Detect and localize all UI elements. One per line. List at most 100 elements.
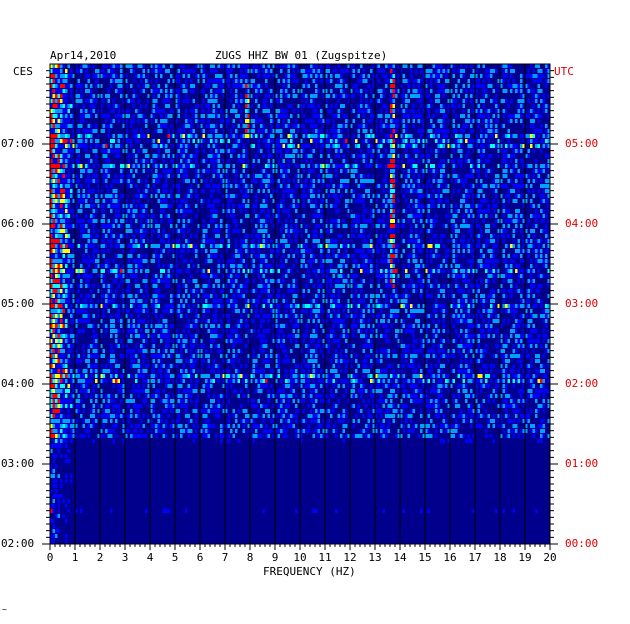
heatmap-cell: [125, 64, 128, 68]
heatmap-cell: [502, 204, 505, 208]
heatmap-cell: [242, 99, 245, 103]
heatmap-cell: [492, 274, 495, 278]
heatmap-cell: [57, 269, 60, 273]
heatmap-cell: [107, 94, 110, 98]
heatmap-cell: [502, 229, 505, 233]
heatmap-cell: [500, 159, 503, 163]
heatmap-cell: [452, 74, 455, 78]
heatmap-cell: [90, 84, 93, 88]
heatmap-cell: [110, 64, 113, 68]
heatmap-cell: [130, 84, 133, 88]
heatmap-cell: [230, 274, 233, 278]
heatmap-cell: [182, 99, 185, 103]
heatmap-cell: [162, 189, 165, 193]
heatmap-cell: [200, 114, 203, 118]
heatmap-cell: [117, 274, 120, 278]
heatmap-cell: [137, 164, 140, 168]
heatmap-cell: [282, 179, 285, 183]
heatmap-cell: [217, 184, 220, 188]
heatmap-cell: [250, 254, 253, 258]
heatmap-cell: [135, 274, 138, 278]
heatmap-cell: [122, 194, 125, 198]
heatmap-cell: [467, 269, 470, 273]
heatmap-cell: [530, 139, 533, 143]
heatmap-cell: [297, 249, 300, 253]
heatmap-cell: [465, 174, 468, 178]
heatmap-cell: [347, 94, 350, 98]
heatmap-cell: [52, 249, 55, 253]
heatmap-cell: [322, 94, 325, 98]
heatmap-cell: [450, 99, 453, 103]
heatmap-cell: [102, 239, 105, 243]
heatmap-cell: [337, 209, 340, 213]
heatmap-cell: [187, 179, 190, 183]
heatmap-cell: [272, 214, 275, 218]
heatmap-cell: [52, 259, 55, 263]
heatmap-cell: [417, 114, 420, 118]
heatmap-cell: [197, 144, 200, 148]
heatmap-cell: [312, 119, 315, 123]
heatmap-cell: [455, 84, 458, 88]
heatmap-cell: [392, 84, 395, 88]
heatmap-cell: [172, 154, 175, 158]
heatmap-cell: [500, 124, 503, 128]
heatmap-cell: [387, 164, 390, 168]
heatmap-cell: [347, 214, 350, 218]
heatmap-cell: [57, 154, 60, 158]
heatmap-cell: [365, 259, 368, 263]
heatmap-cell: [105, 149, 108, 153]
heatmap-cell: [537, 119, 540, 123]
heatmap-cell: [217, 104, 220, 108]
heatmap-cell: [190, 244, 193, 248]
heatmap-cell: [515, 194, 518, 198]
heatmap-cell: [92, 179, 95, 183]
heatmap-cell: [327, 154, 330, 158]
heatmap-cell: [117, 224, 120, 228]
heatmap-cell: [302, 129, 305, 133]
heatmap-cell: [92, 74, 95, 78]
heatmap-cell: [272, 139, 275, 143]
heatmap-cell: [155, 274, 158, 278]
heatmap-cell: [135, 204, 138, 208]
heatmap-cell: [390, 179, 393, 183]
heatmap-cell: [517, 84, 520, 88]
heatmap-cell: [392, 79, 395, 83]
heatmap-cell: [70, 89, 73, 93]
heatmap-cell: [462, 274, 465, 278]
heatmap-cell: [287, 149, 290, 153]
heatmap-cell: [447, 184, 450, 188]
heatmap-cell: [165, 104, 168, 108]
heatmap-cell: [502, 109, 505, 113]
heatmap-cell: [112, 259, 115, 263]
heatmap-cell: [475, 159, 478, 163]
heatmap-cell: [292, 159, 295, 163]
heatmap-cell: [182, 64, 185, 68]
heatmap-cell: [80, 199, 83, 203]
heatmap-cell: [130, 179, 133, 183]
heatmap-cell: [360, 194, 363, 198]
heatmap-cell: [285, 219, 288, 223]
heatmap-cell: [450, 64, 453, 68]
heatmap-cell: [140, 159, 143, 163]
heatmap-cell: [140, 64, 143, 68]
heatmap-cell: [305, 184, 308, 188]
heatmap-cell: [385, 224, 388, 228]
heatmap-cell: [390, 234, 393, 238]
heatmap-cell: [437, 79, 440, 83]
heatmap-cell: [105, 64, 108, 68]
heatmap-cell: [450, 154, 453, 158]
heatmap-cell: [152, 279, 155, 283]
heatmap-cell: [442, 174, 445, 178]
heatmap-cell: [392, 279, 395, 283]
heatmap-cell: [520, 99, 523, 103]
heatmap-cell: [60, 124, 63, 128]
heatmap-cell: [320, 269, 323, 273]
heatmap-cell: [370, 179, 373, 183]
heatmap-cell: [455, 209, 458, 213]
heatmap-cell: [395, 244, 398, 248]
heatmap-cell: [420, 79, 423, 83]
heatmap-cell: [525, 269, 528, 273]
heatmap-cell: [382, 139, 385, 143]
heatmap-cell: [465, 279, 468, 283]
heatmap-cell: [427, 279, 430, 283]
